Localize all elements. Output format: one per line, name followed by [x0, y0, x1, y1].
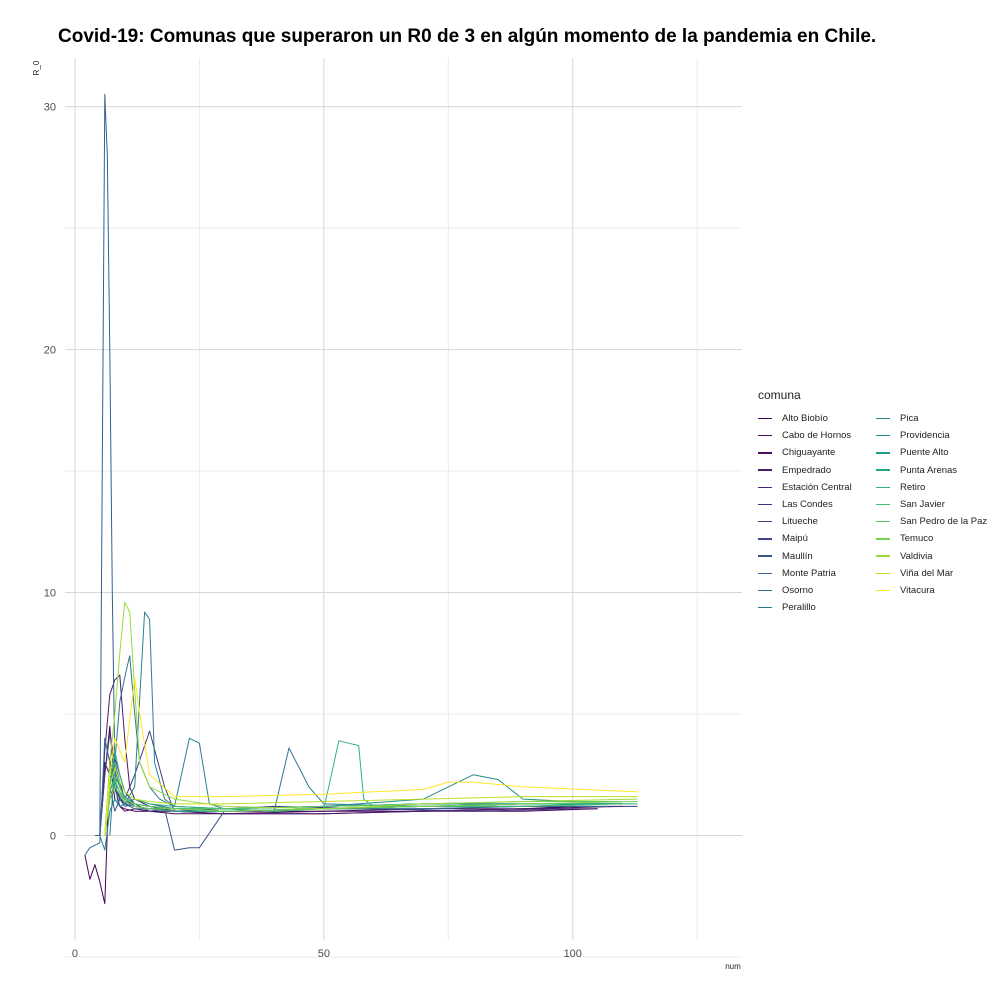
- legend-key: [876, 572, 890, 574]
- legend-label: Retiro: [900, 481, 926, 493]
- legend-item: Las Condes: [758, 496, 876, 513]
- legend-item: Chiguayante: [758, 444, 876, 461]
- legend-item: Monte Patria: [758, 565, 876, 582]
- legend-item: Peralillo: [758, 599, 876, 616]
- legend-key: [758, 606, 772, 609]
- x-tick-label: 50: [318, 948, 330, 960]
- legend-key: [758, 486, 772, 489]
- y-tick-label: 20: [44, 345, 56, 357]
- x-tick-label: 100: [564, 948, 582, 960]
- series-line: [99, 730, 573, 836]
- legend-item: Litueche: [758, 513, 876, 530]
- legend-key: [758, 417, 772, 420]
- legend-key: [876, 435, 890, 437]
- legend-item: Providencia: [876, 427, 994, 444]
- legend-title: comuna: [758, 388, 801, 402]
- legend-item: Vitacura: [876, 582, 994, 599]
- legend-item: Punta Arenas: [876, 462, 994, 479]
- legend-key: [876, 555, 890, 557]
- series-line: [99, 725, 598, 836]
- legend-label: Osorno: [782, 584, 814, 596]
- legend-label: San Pedro de la Paz: [900, 516, 988, 528]
- legend-label: Monte Patria: [782, 567, 836, 579]
- x-axis-label: num: [725, 962, 741, 971]
- series-group: [84, 93, 638, 905]
- legend-label: Chiguayante: [782, 447, 836, 459]
- legend-item: Estación Central: [758, 479, 876, 496]
- legend-item: Viña del Mar: [876, 565, 994, 582]
- y-tick-label: 30: [44, 102, 56, 114]
- series-line: [104, 601, 638, 836]
- legend-key: [876, 503, 890, 506]
- legend-item: Temuco: [876, 530, 994, 547]
- legend-key: [758, 538, 772, 540]
- legend-label: Puente Alto: [900, 447, 949, 459]
- legend-label: Estación Central: [782, 481, 852, 493]
- legend-key: [758, 435, 772, 437]
- legend-label: San Javier: [900, 499, 945, 511]
- legend-key: [876, 469, 890, 471]
- legend-key: [876, 538, 890, 540]
- legend-key: [758, 572, 772, 574]
- legend-key: [758, 589, 772, 592]
- legend: comuna Alto Biobío Cabo de Hornos Chiguaya…: [758, 388, 994, 616]
- legend-item: Alto Biobío: [758, 410, 876, 427]
- legend-key: [758, 521, 772, 523]
- legend-key: [758, 452, 772, 454]
- legend-item: Puente Alto: [876, 444, 994, 461]
- legend-label: Peralillo: [782, 602, 816, 614]
- legend-label: Pica: [900, 413, 919, 425]
- legend-label: Viña del Mar: [900, 567, 954, 579]
- legend-key: [876, 521, 890, 523]
- legend-item: Osorno: [758, 582, 876, 599]
- legend-key: [876, 417, 890, 420]
- legend-key: [758, 555, 772, 557]
- legend-label: Litueche: [782, 516, 818, 528]
- legend-item: Pica: [876, 410, 994, 427]
- grid: [65, 58, 742, 958]
- legend-label: Maullín: [782, 550, 813, 562]
- series-line: [84, 757, 573, 905]
- legend-label: Maipú: [782, 533, 808, 545]
- legend-item: San Pedro de la Paz: [876, 513, 994, 530]
- legend-label: Temuco: [900, 533, 934, 545]
- legend-label: Las Condes: [782, 499, 833, 511]
- series-line: [94, 93, 623, 836]
- legend-column: Alto Biobío Cabo de Hornos Chiguayante Empe…: [758, 410, 876, 616]
- legend-key: [876, 486, 890, 489]
- legend-label: Vitacura: [900, 584, 935, 596]
- legend-item: Maullín: [758, 548, 876, 565]
- legend-item: Valdivia: [876, 548, 994, 565]
- legend-column: Pica Providencia Puente Alto Punta Arenas Re…: [876, 410, 994, 616]
- legend-item: San Javier: [876, 496, 994, 513]
- series-line: [99, 611, 623, 851]
- legend-item: Retiro: [876, 479, 994, 496]
- legend-label: Punta Arenas: [900, 464, 958, 476]
- legend-label: Valdivia: [900, 550, 933, 562]
- legend-key: [758, 503, 772, 506]
- legend-item: Maipú: [758, 530, 876, 547]
- series-line: [104, 677, 638, 836]
- legend-key: [876, 589, 890, 592]
- chart-title: Covid-19: Comunas que superaron un R0 de…: [58, 26, 877, 47]
- series-line: [104, 786, 638, 836]
- legend-label: Empedrado: [782, 464, 832, 476]
- tick-labels: 0 50 100 0 10 20 30: [44, 102, 582, 960]
- legend-key: [876, 452, 890, 454]
- y-tick-label: 10: [44, 588, 56, 600]
- legend-label: Alto Biobío: [782, 413, 828, 425]
- legend-label: Providencia: [900, 430, 950, 442]
- y-tick-label: 0: [50, 831, 56, 843]
- legend-item: Cabo de Hornos: [758, 427, 876, 444]
- y-axis-label: R_0: [32, 60, 41, 75]
- legend-item: Empedrado: [758, 462, 876, 479]
- series-line: [104, 767, 638, 836]
- legend-label: Cabo de Hornos: [782, 430, 852, 442]
- x-tick-label: 0: [72, 948, 78, 960]
- legend-key: [758, 469, 772, 471]
